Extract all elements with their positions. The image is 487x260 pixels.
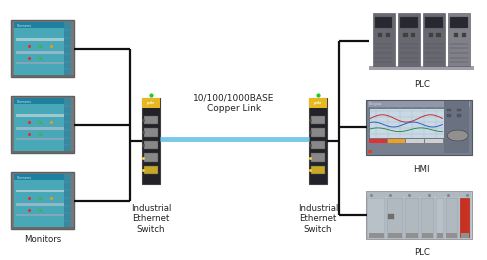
Bar <box>312 141 325 149</box>
Bar <box>15 98 71 151</box>
Bar <box>457 109 461 111</box>
Bar <box>447 109 451 111</box>
Bar <box>406 233 417 238</box>
Bar <box>389 233 402 238</box>
Bar <box>309 98 327 184</box>
Bar <box>425 139 443 143</box>
Bar <box>11 227 74 229</box>
Bar <box>461 233 469 238</box>
FancyBboxPatch shape <box>11 172 74 229</box>
Text: Industrial
Ethernet
Switch: Industrial Ethernet Switch <box>298 204 338 234</box>
Text: Siemens: Siemens <box>17 100 32 104</box>
Bar <box>368 198 385 238</box>
Bar <box>422 233 433 238</box>
Bar <box>421 198 434 238</box>
Text: Yokogawa: Yokogawa <box>370 102 383 106</box>
Bar <box>378 32 382 37</box>
Bar <box>144 166 158 174</box>
Circle shape <box>448 130 468 141</box>
Bar <box>64 22 71 75</box>
FancyBboxPatch shape <box>11 20 74 77</box>
Bar <box>444 101 469 153</box>
Bar <box>16 51 64 54</box>
Bar <box>398 13 420 66</box>
Bar <box>400 17 418 28</box>
Text: PLC: PLC <box>414 80 430 89</box>
Bar <box>405 198 418 238</box>
Bar <box>16 203 64 206</box>
Bar <box>447 233 457 238</box>
Bar <box>369 150 372 153</box>
Text: Siemens: Siemens <box>17 176 32 180</box>
Bar <box>450 17 468 28</box>
Text: 10/100/1000BASE
Copper Link: 10/100/1000BASE Copper Link <box>193 93 275 113</box>
Bar <box>64 174 71 227</box>
Bar <box>312 153 325 162</box>
Bar <box>446 198 458 238</box>
Bar <box>411 32 415 37</box>
Bar <box>447 114 451 117</box>
Bar <box>373 13 394 66</box>
Bar <box>16 62 64 64</box>
Bar <box>369 233 384 238</box>
Bar <box>312 116 325 124</box>
Text: PLC: PLC <box>414 248 430 257</box>
Bar <box>388 139 405 143</box>
Bar <box>15 22 71 28</box>
Bar <box>387 198 403 238</box>
Bar <box>16 38 64 41</box>
Text: perle: perle <box>147 101 155 105</box>
Bar <box>16 127 64 130</box>
FancyBboxPatch shape <box>11 96 74 153</box>
Bar <box>64 98 71 151</box>
Bar <box>142 98 160 184</box>
Bar <box>16 114 64 116</box>
Bar <box>448 13 470 66</box>
Bar <box>436 198 444 238</box>
Bar <box>423 13 445 66</box>
Bar <box>15 174 71 227</box>
Bar <box>429 32 433 37</box>
Bar <box>312 128 325 136</box>
Text: Industrial
Ethernet
Switch: Industrial Ethernet Switch <box>131 204 171 234</box>
Bar <box>144 141 158 149</box>
Bar <box>142 98 160 108</box>
Bar <box>460 198 469 238</box>
Bar <box>15 22 71 75</box>
Bar <box>436 233 443 238</box>
Text: Monitors: Monitors <box>24 236 61 244</box>
Bar <box>454 32 458 37</box>
Bar <box>425 17 443 28</box>
Text: Siemens: Siemens <box>17 24 32 28</box>
Bar <box>457 114 461 117</box>
Bar <box>16 214 64 216</box>
Bar <box>403 32 408 37</box>
Bar <box>462 32 466 37</box>
Text: perle: perle <box>314 101 322 105</box>
Bar <box>312 166 325 174</box>
Bar <box>15 174 71 180</box>
Bar <box>144 153 158 162</box>
Bar <box>16 190 64 192</box>
Bar <box>386 32 390 37</box>
Bar <box>144 116 158 124</box>
FancyBboxPatch shape <box>366 100 472 155</box>
Bar <box>436 32 441 37</box>
Bar <box>15 98 71 105</box>
Bar <box>369 108 444 138</box>
Bar <box>16 138 64 140</box>
Bar <box>11 151 74 153</box>
Bar <box>370 66 473 70</box>
FancyBboxPatch shape <box>366 191 472 239</box>
Bar <box>369 101 469 107</box>
Bar <box>309 98 327 108</box>
Bar <box>369 139 387 143</box>
Bar <box>406 139 424 143</box>
Bar <box>367 192 471 197</box>
Text: HMI: HMI <box>413 165 430 174</box>
Bar <box>375 17 393 28</box>
Bar <box>11 75 74 77</box>
Bar <box>388 214 394 219</box>
Bar <box>144 128 158 136</box>
